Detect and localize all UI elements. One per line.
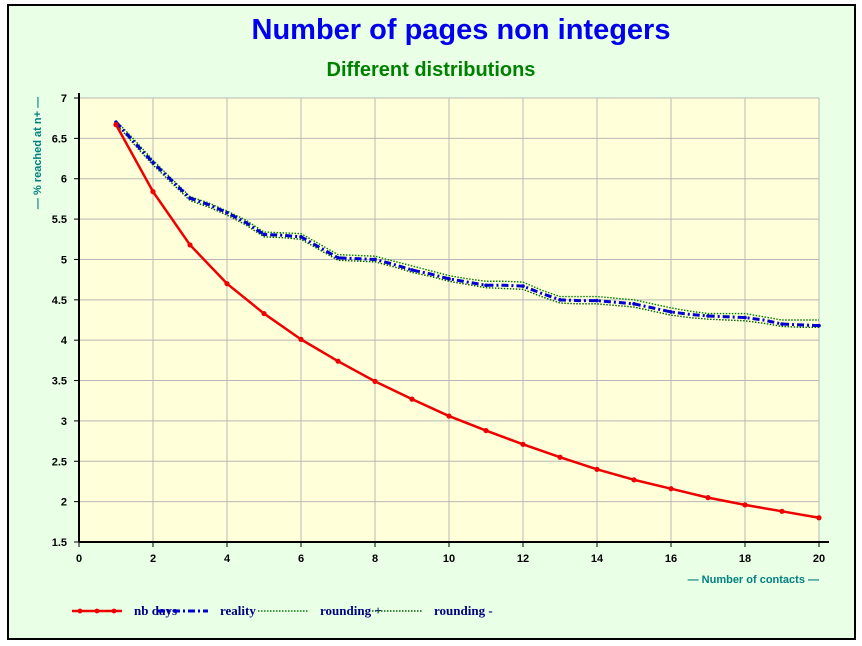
data-point	[188, 196, 192, 200]
data-point	[558, 298, 562, 302]
series-0	[113, 122, 822, 521]
y-axis-ticks: 1.5 2 2.5 3 3.5 4 4.5 5 5.5 6 6.5 7	[52, 93, 79, 549]
data-point	[631, 477, 637, 483]
y-tick-label: 2	[61, 497, 67, 509]
legend-label: reality	[220, 603, 256, 618]
x-tick-label: 2	[150, 553, 156, 565]
legend-label: rounding +	[320, 603, 382, 618]
data-point	[151, 160, 155, 165]
series-line	[114, 124, 820, 520]
grid-lines	[79, 97, 820, 542]
x-tick-label: 8	[372, 553, 378, 565]
y-tick-label: 4	[61, 335, 68, 347]
data-point	[594, 466, 600, 472]
data-point	[483, 427, 489, 434]
y-tick-label: 1.5	[52, 537, 67, 549]
data-point	[372, 378, 378, 384]
data-point	[150, 189, 156, 195]
x-tick-label: 0	[76, 553, 82, 565]
data-point	[817, 323, 821, 328]
x-tick-label: 4	[224, 553, 231, 565]
legend-marker	[77, 608, 83, 614]
series-3	[115, 123, 819, 328]
data-point	[632, 302, 636, 306]
legend-marker	[111, 608, 117, 614]
legend-marker	[94, 608, 100, 614]
data-point	[187, 242, 193, 248]
data-point	[409, 396, 415, 402]
data-point	[261, 310, 267, 317]
y-tick-label: 7	[61, 93, 67, 105]
data-point	[743, 315, 747, 320]
y-tick-label: 3.5	[52, 376, 67, 388]
x-tick-label: 10	[443, 553, 455, 565]
legend-label: rounding -	[434, 603, 493, 618]
data-point	[484, 283, 488, 288]
x-axis-ticks: 0 2 4 6 8 10 12 14 16 18 20	[76, 542, 825, 565]
series-line	[114, 121, 820, 328]
data-point	[816, 515, 822, 521]
data-point	[595, 298, 599, 303]
y-tick-label: 6.5	[52, 133, 67, 145]
data-point	[557, 454, 563, 460]
x-axis-label: — Number of contacts —	[688, 574, 819, 586]
data-point	[706, 314, 710, 318]
data-point	[521, 284, 525, 288]
data-point	[262, 232, 266, 237]
x-tick-label: 12	[517, 553, 529, 565]
data-point	[446, 413, 452, 419]
data-point	[742, 502, 748, 508]
x-tick-label: 6	[298, 553, 304, 565]
data-point	[298, 336, 304, 342]
chart-title: Number of pages non integers	[251, 14, 671, 46]
data-point	[669, 310, 673, 314]
data-point	[373, 257, 377, 262]
x-tick-label: 14	[591, 553, 604, 565]
series-line	[115, 123, 819, 328]
data-point	[780, 322, 784, 326]
y-tick-label: 6	[61, 174, 67, 186]
data-point	[335, 358, 341, 364]
y-tick-label: 5	[61, 254, 67, 266]
chart-subtitle: Different distributions	[326, 59, 536, 81]
series-line	[115, 120, 819, 321]
series-group	[113, 120, 822, 521]
data-point	[410, 268, 414, 272]
data-point	[225, 210, 229, 215]
data-point	[779, 508, 785, 514]
data-point	[668, 486, 674, 492]
legend: nb days reality rounding + rounding -	[72, 603, 493, 618]
data-point	[705, 495, 711, 501]
series-2	[115, 120, 819, 321]
data-point	[447, 277, 451, 281]
axes	[78, 93, 829, 543]
data-point	[224, 281, 230, 287]
data-point	[336, 256, 340, 260]
y-tick-label: 3	[61, 416, 67, 428]
x-tick-label: 18	[739, 553, 751, 565]
y-tick-label: 4.5	[52, 295, 67, 307]
data-point	[113, 122, 119, 128]
x-tick-label: 20	[813, 553, 825, 565]
legend-label: nb days	[134, 603, 177, 618]
data-point	[299, 235, 303, 239]
x-tick-label: 16	[665, 553, 677, 565]
y-tick-label: 5.5	[52, 214, 67, 226]
y-axis-label: — % reached at n+ —	[32, 97, 44, 209]
data-point	[520, 441, 526, 447]
y-tick-label: 2.5	[52, 456, 67, 468]
